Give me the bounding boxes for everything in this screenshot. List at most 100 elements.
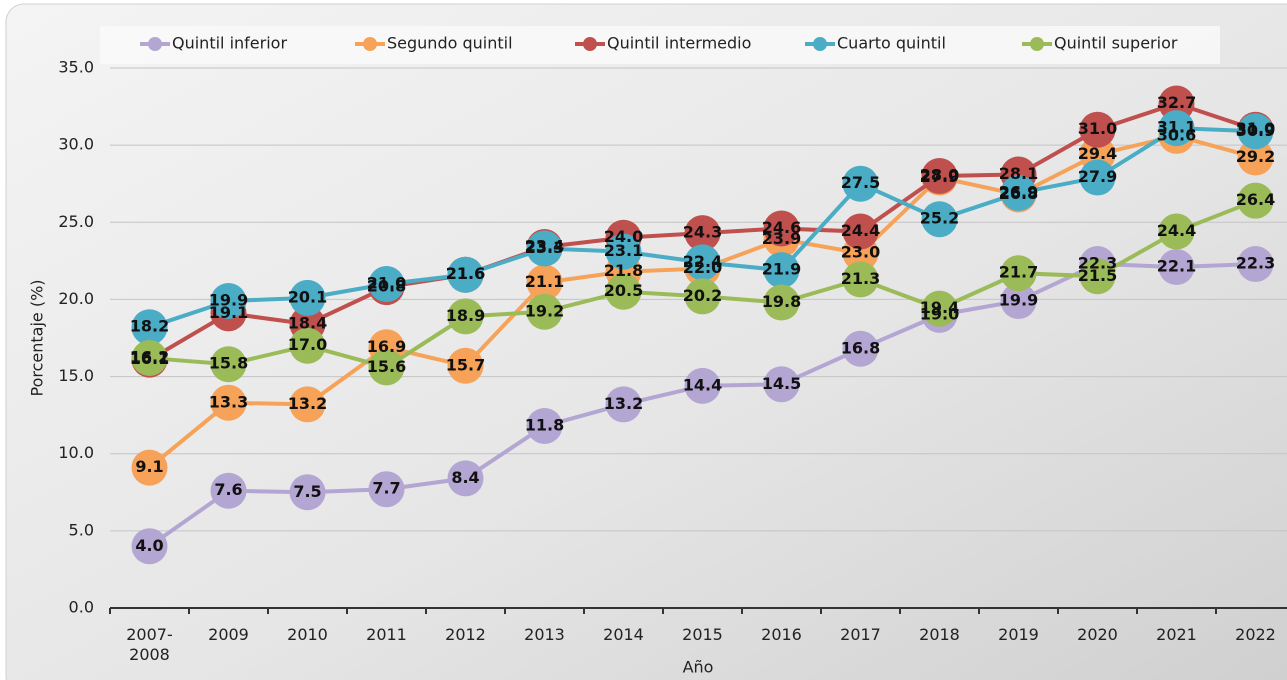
x-tick-label: 2017 [840,625,881,644]
data-label: 26.8 [999,184,1038,203]
x-tick-label: 2007-2008 [126,625,173,664]
data-label: 20.5 [604,281,643,300]
x-tick-label: 2009 [208,625,249,644]
data-point [447,298,484,335]
data-point [526,230,563,267]
data-point [921,158,958,194]
y-tick-label: 10.0 [58,443,94,462]
data-label: 24.3 [683,223,722,242]
data-label: 31.0 [1078,119,1117,138]
x-tick-label: 2014 [603,625,644,644]
data-label: 7.7 [372,479,400,498]
data-label: 22.3 [1078,253,1117,272]
y-axis-title: Porcentaje (%) [28,279,47,396]
legend-label: Quintil intermedio [607,34,751,53]
data-label: 19.4 [920,298,959,317]
data-label: 19.8 [762,292,801,311]
data-point [684,244,721,281]
legend-label: Quintil superior [1054,34,1178,53]
data-label: 13.3 [209,392,248,411]
data-label: 21.0 [367,274,406,293]
data-label: 19.9 [209,290,248,309]
data-label: 25.2 [920,209,959,228]
data-point [447,347,484,384]
data-label: 24.0 [604,227,643,246]
data-label: 21.7 [999,263,1038,282]
data-label: 19.9 [999,290,1038,309]
data-point [921,201,958,238]
legend-marker [148,37,162,51]
data-label: 29.4 [1078,144,1117,163]
data-label: 23.9 [762,229,801,248]
data-point [1158,213,1195,250]
data-label: 26.4 [1236,190,1275,209]
x-tick-label: 2020 [1077,625,1118,644]
data-label: 21.6 [446,264,485,283]
data-point [842,213,879,250]
data-point [289,474,326,511]
data-label: 18.9 [446,306,485,325]
data-label: 22.1 [1157,257,1196,276]
data-label: 32.7 [1157,93,1196,112]
data-label: 9.1 [135,457,163,476]
data-label: 17.0 [288,335,327,354]
data-point [1158,249,1195,286]
data-point [526,293,563,330]
x-tick-label: 2019 [998,625,1039,644]
data-point [131,340,168,377]
data-point [605,233,642,270]
data-label: 8.4 [451,468,479,487]
data-label: 18.4 [288,314,327,333]
x-tick-label: 2021 [1156,625,1197,644]
x-tick-label: 2022 [1235,625,1276,644]
data-label: 14.5 [762,374,801,393]
y-tick-label: 0.0 [69,598,94,617]
y-tick-label: 30.0 [58,135,94,154]
data-label: 18.2 [130,317,169,336]
data-label: 22.0 [683,258,722,277]
data-label: 29.2 [1236,147,1275,166]
data-point [921,290,958,327]
legend-marker [363,37,377,51]
data-point [368,349,405,386]
data-label: 16.1 [130,349,169,368]
data-point [1237,139,1274,176]
data-point [1079,258,1116,295]
data-point [1237,182,1274,219]
data-label: 14.4 [683,375,722,394]
data-point [210,384,247,421]
data-label: 11.8 [525,415,564,434]
data-label: 26.9 [999,182,1038,201]
x-tick-label: 2012 [445,625,486,644]
data-point [1237,245,1274,282]
data-point [763,210,800,247]
data-point [763,284,800,321]
data-label: 27.9 [1078,167,1117,186]
data-label: 20.2 [683,286,722,305]
data-point [842,330,879,367]
data-label: 23.3 [525,238,564,257]
data-point [1158,85,1195,122]
data-point [684,278,721,315]
data-point [763,366,800,403]
x-axis-title: Año [683,658,714,677]
data-label: 21.3 [841,269,880,288]
data-label: 23.4 [525,236,564,255]
data-label: 15.8 [209,354,248,373]
data-label: 31.0 [1236,119,1275,138]
data-label: 13.2 [604,394,643,413]
data-point [684,367,721,404]
data-point [289,327,326,364]
data-point [131,528,168,565]
data-point [1237,113,1274,150]
y-tick-label: 35.0 [58,58,94,77]
data-label: 24.6 [762,218,801,237]
data-label: 19.2 [525,301,564,320]
y-tick-label: 20.0 [58,289,94,308]
data-label: 19.1 [209,303,248,322]
legend-label: Quintil inferior [172,34,287,53]
data-point [1158,110,1195,147]
data-label: 16.2 [130,348,169,367]
data-point [526,407,563,444]
